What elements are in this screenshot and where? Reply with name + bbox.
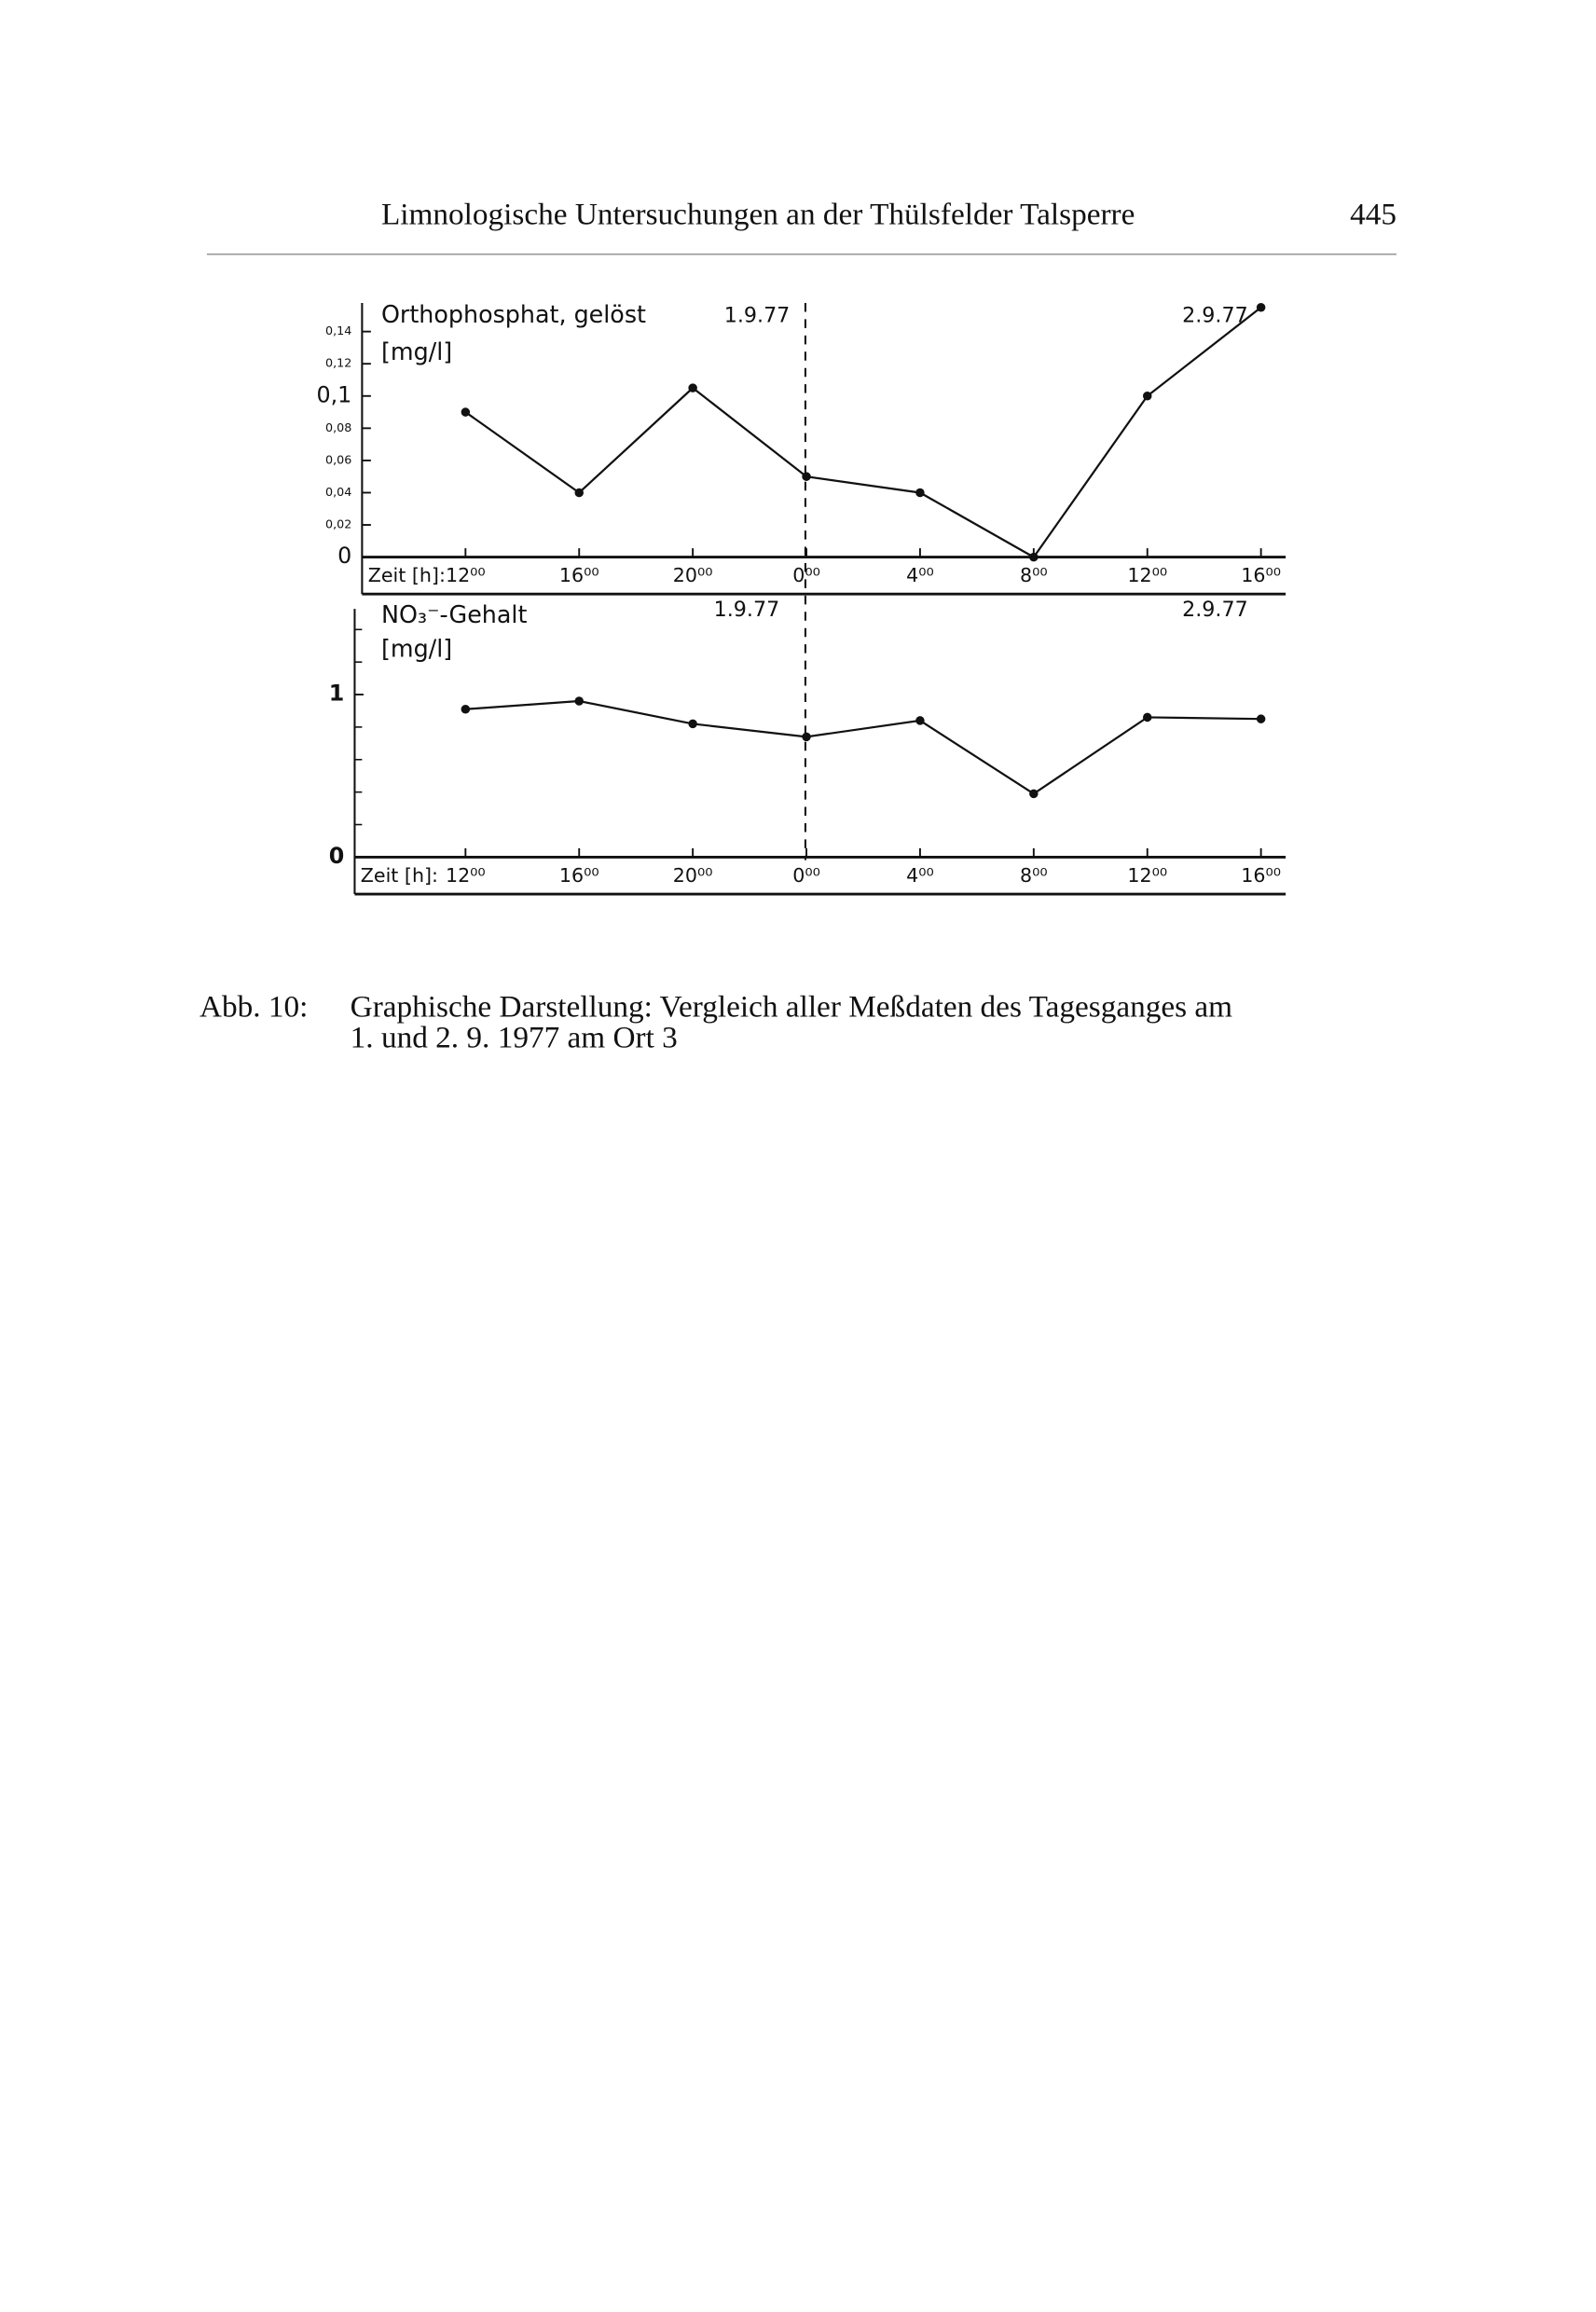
chart-title: Orthophosphat, gelöst [381, 300, 646, 328]
y-axis-label: [mg/l] [381, 337, 452, 365]
data-line [465, 699, 1261, 795]
x-axis-label: Zeit [h]: [361, 864, 438, 887]
caption-label: Abb. 10: [200, 989, 308, 1024]
x-tick-label: 16⁰⁰ [559, 864, 599, 887]
data-point [915, 488, 925, 498]
y-tick-label: 0 [329, 843, 345, 869]
data-point [1256, 302, 1266, 312]
data-point [1142, 392, 1152, 401]
data-point [1256, 714, 1266, 723]
data-point [574, 488, 584, 498]
caption-line: Graphische Darstellung: Vergleich aller … [351, 989, 1232, 1024]
x-tick-label: 12⁰⁰ [1127, 564, 1167, 586]
data-line [464, 306, 1262, 559]
chart-title: NO₃⁻-Gehalt [381, 600, 527, 628]
page-number: 445 [1350, 198, 1396, 232]
y-tick-label: 1 [329, 681, 345, 707]
y-tick-label: 0 [337, 543, 351, 569]
x-tick-label: 0⁰⁰ [792, 564, 820, 586]
data-point [574, 696, 584, 706]
running-header: Limnologische Untersuchungen an der Thül… [381, 198, 1135, 232]
x-tick-label: 20⁰⁰ [673, 864, 713, 887]
x-tick-label: 16⁰⁰ [1241, 864, 1281, 887]
x-tick-label: 12⁰⁰ [446, 864, 486, 887]
data-point [1029, 552, 1039, 562]
y-axis-label: [mg/l] [381, 634, 452, 662]
annotation: 1.9.77 [724, 304, 791, 328]
data-point [461, 704, 471, 714]
y-tick-label: 0,12 [325, 356, 351, 370]
data-point [688, 383, 697, 392]
x-tick-label: 4⁰⁰ [906, 864, 934, 887]
annotation: 2.9.77 [1182, 304, 1248, 328]
y-tick-label: 0,1 [316, 381, 351, 407]
y-tick-label: 0,04 [325, 485, 351, 499]
data-point [802, 472, 811, 481]
x-tick-label: 12⁰⁰ [446, 564, 486, 586]
x-tick-label: 4⁰⁰ [906, 564, 934, 586]
data-point [802, 732, 811, 742]
x-axis-label: Zeit [h]: [368, 564, 446, 586]
y-tick-label: 0,14 [325, 323, 351, 337]
x-tick-label: 12⁰⁰ [1127, 864, 1167, 887]
y-tick-label: 0,02 [325, 517, 351, 531]
y-tick-label: 0,08 [325, 420, 351, 434]
data-point [915, 716, 925, 725]
y-tick-label: 0,06 [325, 452, 351, 466]
data-point [461, 407, 471, 417]
x-tick-label: 20⁰⁰ [673, 564, 713, 586]
x-tick-label: 0⁰⁰ [792, 864, 820, 887]
caption-line: 1. und 2. 9. 1977 am Ort 3 [351, 1021, 678, 1055]
x-tick-label: 8⁰⁰ [1020, 864, 1048, 887]
data-point [1029, 789, 1039, 799]
x-tick-label: 8⁰⁰ [1020, 564, 1048, 586]
data-point [1142, 712, 1152, 722]
x-tick-label: 16⁰⁰ [559, 564, 599, 586]
annotation: 1.9.77 [714, 598, 780, 622]
x-tick-label: 16⁰⁰ [1241, 564, 1281, 586]
annotation: 2.9.77 [1182, 598, 1248, 622]
data-point [688, 719, 697, 729]
